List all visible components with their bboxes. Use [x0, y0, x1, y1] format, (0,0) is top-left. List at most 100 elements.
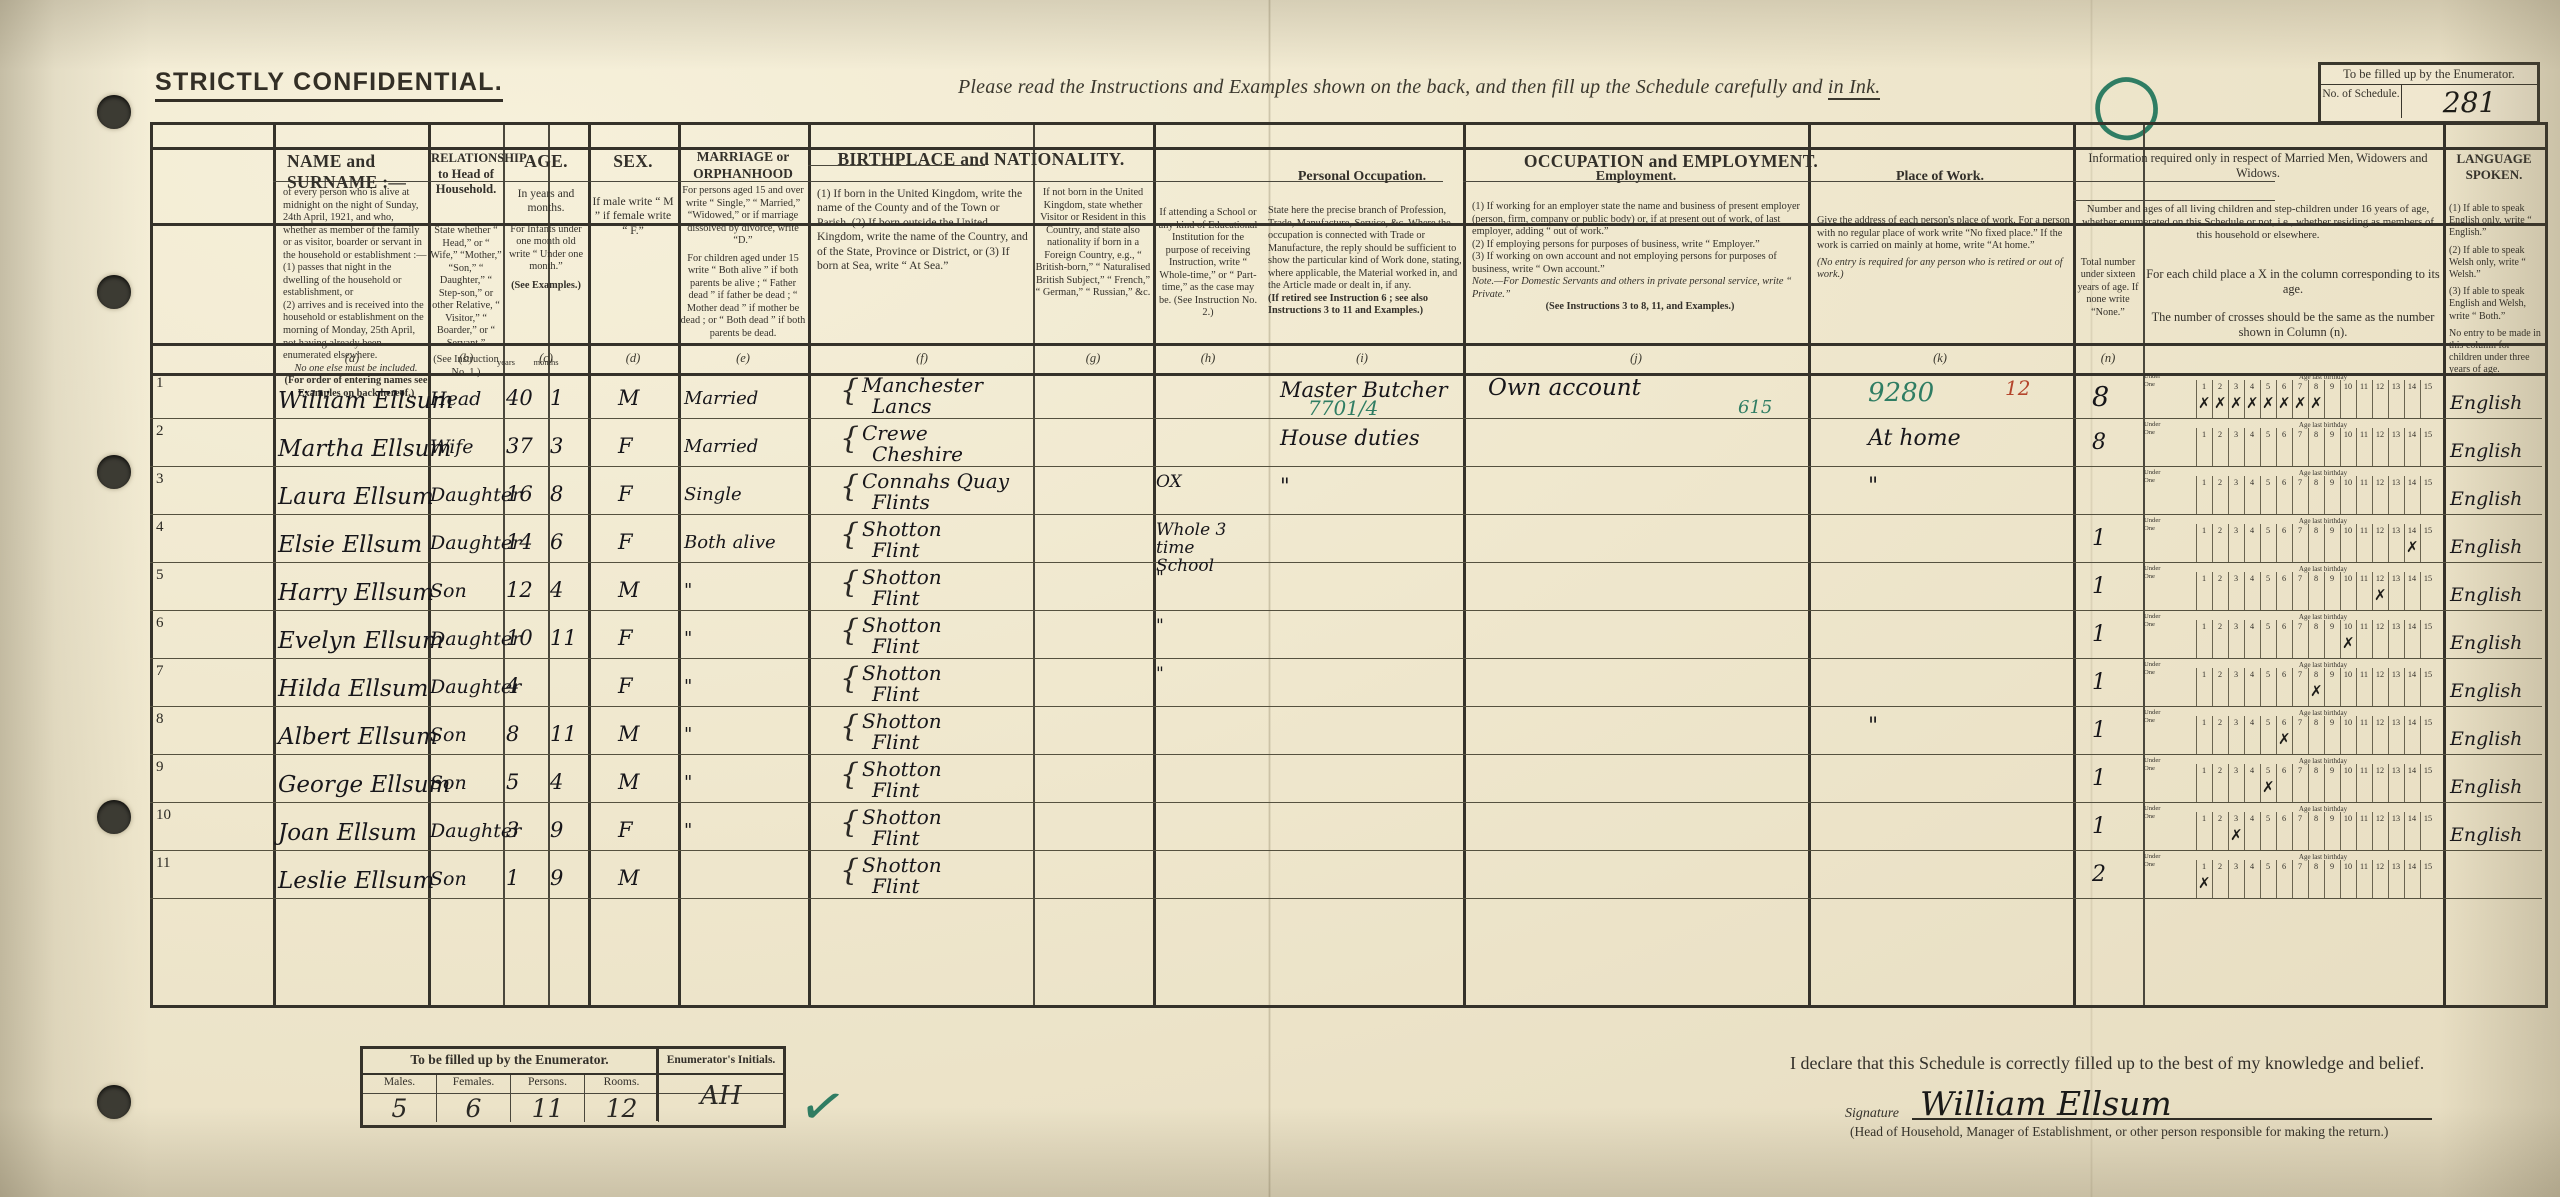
- entry-children-total: 1: [2092, 766, 2106, 791]
- age-cell-rule: [2244, 524, 2245, 562]
- age-cell-rule: [2260, 572, 2261, 610]
- enumerator-label: Females.: [437, 1075, 511, 1093]
- age-cell-rule: [2388, 860, 2389, 898]
- col-letter-i: (i): [1356, 351, 1368, 365]
- age-cell-rule: [2324, 524, 2325, 562]
- age-cell-rule: [2212, 572, 2213, 610]
- entry-sex: M: [618, 578, 640, 602]
- age-cell-rule: [2292, 860, 2293, 898]
- age-column-1: 1: [2201, 814, 2207, 823]
- row-rule: [150, 418, 2542, 420]
- col-language-item2: (2) If able to speak Welsh only, write “…: [2449, 244, 2526, 280]
- entry-relationship: Son: [430, 868, 467, 890]
- col-birthplace-body: (1) If born in the United Kingdom, write…: [817, 187, 1028, 272]
- age-cell-rule: [2212, 476, 2213, 514]
- col-rule: [1153, 125, 1156, 1005]
- age-cell-rule: [2420, 476, 2421, 514]
- col-rule: [1808, 125, 1811, 1005]
- entry-language: English: [2450, 440, 2523, 462]
- age-cell-rule: [2372, 668, 2373, 706]
- entry-children-total: 1: [2092, 622, 2106, 647]
- entry-occupation: Master Butcher: [1280, 378, 1448, 402]
- enumerator-labels-row: Males. Females. Persons. Rooms.: [363, 1075, 783, 1094]
- age-cell-rule: [2356, 572, 2357, 610]
- age-cell-rule: [2356, 476, 2357, 514]
- row-rule: [150, 658, 2542, 660]
- age-grid-header: Under One: [2144, 613, 2161, 629]
- entry-relationship: Wife: [430, 436, 474, 458]
- age-cell-rule: [2324, 716, 2325, 754]
- age-column-11: 11: [2360, 526, 2368, 535]
- col-place-of-work-heading: Place of Work.: [1895, 169, 1984, 184]
- col-married-info-body: Number and ages of all living children a…: [2082, 203, 2434, 242]
- entry-age-years: 10: [506, 626, 533, 650]
- age-column-12: 12: [2375, 862, 2385, 871]
- entry-birth-town: Shotton: [862, 517, 942, 541]
- age-cell-rule: [2404, 668, 2405, 706]
- age-cell-rule: [2228, 764, 2229, 802]
- age-grid-label: Age last birthday: [2298, 661, 2348, 669]
- age-column-3: 3: [2233, 718, 2239, 727]
- age-cell-rule: [2404, 860, 2405, 898]
- col-rule-age-months: [548, 125, 550, 1005]
- col-nationality-body: If not born in the United Kingdom, state…: [1035, 187, 1151, 299]
- age-cell-rule: [2228, 380, 2229, 418]
- col-personal-occupation-footer: (If retired see Instruction 6 ; see also…: [1268, 292, 1429, 317]
- age-cell-rule: [2356, 620, 2357, 658]
- age-cell-rule: [2276, 620, 2277, 658]
- entry-marriage: ": [684, 772, 693, 793]
- age-column-13: 13: [2391, 382, 2401, 391]
- entry-employment-code: 615: [1738, 397, 1773, 418]
- child-age-cross: ✗: [2278, 394, 2291, 412]
- row-rule: [150, 706, 2542, 708]
- child-age-cross: ✗: [2294, 394, 2307, 412]
- age-column-11: 11: [2360, 622, 2368, 631]
- age-column-10: 10: [2343, 574, 2353, 583]
- entry-sex: M: [618, 770, 640, 794]
- age-column-7: 7: [2297, 382, 2303, 391]
- age-cell-rule: [2388, 764, 2389, 802]
- birthplace-brace: {: [840, 373, 860, 408]
- age-cell-rule: [2404, 572, 2405, 610]
- entry-birth-town: Shotton: [862, 613, 942, 637]
- age-column-2: 2: [2217, 622, 2223, 631]
- age-column-12: 12: [2375, 574, 2385, 583]
- age-cell-rule: [2228, 428, 2229, 466]
- entry-birth-town: Crewe: [862, 421, 928, 445]
- entry-name: Leslie Ellsum: [278, 868, 435, 894]
- entry-relationship: Daughter: [430, 532, 522, 554]
- entry-age-months: 4: [550, 770, 564, 794]
- age-column-7: 7: [2297, 814, 2303, 823]
- entry-marriage: ": [684, 724, 693, 745]
- age-cell-rule: [2212, 860, 2213, 898]
- child-age-cross: ✗: [2310, 394, 2323, 412]
- enumerator-summary-box: To be filled up by the Enumerator. Enume…: [360, 1046, 786, 1128]
- column-letter-rule: [153, 373, 2545, 376]
- age-cell-rule: [2196, 524, 2197, 562]
- header-rule: [808, 165, 985, 167]
- entry-sex: M: [618, 722, 640, 746]
- age-cell-rule: [2276, 572, 2277, 610]
- age-cell-rule: [2212, 524, 2213, 562]
- signature-label: Signature: [1845, 1106, 1899, 1121]
- col-relationship-note: (See Instruction No. 1.): [433, 354, 499, 379]
- age-cell-rule: [2276, 764, 2277, 802]
- enumerator-value: 5: [363, 1094, 437, 1123]
- child-age-cross: ✗: [2246, 394, 2259, 412]
- age-cell-rule: [2388, 812, 2389, 850]
- birthplace-brace: {: [840, 709, 860, 744]
- age-column-13: 13: [2391, 478, 2401, 487]
- age-column-15: 15: [2423, 766, 2433, 775]
- age-column-1: 1: [2201, 478, 2207, 487]
- entry-birth-county: Flint: [872, 778, 920, 802]
- age-cell-rule: [2420, 716, 2421, 754]
- age-cell-rule: [2212, 620, 2213, 658]
- col-rule: [2073, 125, 2076, 1005]
- entry-relationship: Daughter: [430, 628, 522, 650]
- age-cell-rule: [2404, 524, 2405, 562]
- age-column-12: 12: [2375, 526, 2385, 535]
- age-column-4: 4: [2249, 766, 2255, 775]
- entry-name: Joan Ellsum: [278, 820, 417, 846]
- age-column-7: 7: [2297, 574, 2303, 583]
- age-column-5: 5: [2265, 574, 2271, 583]
